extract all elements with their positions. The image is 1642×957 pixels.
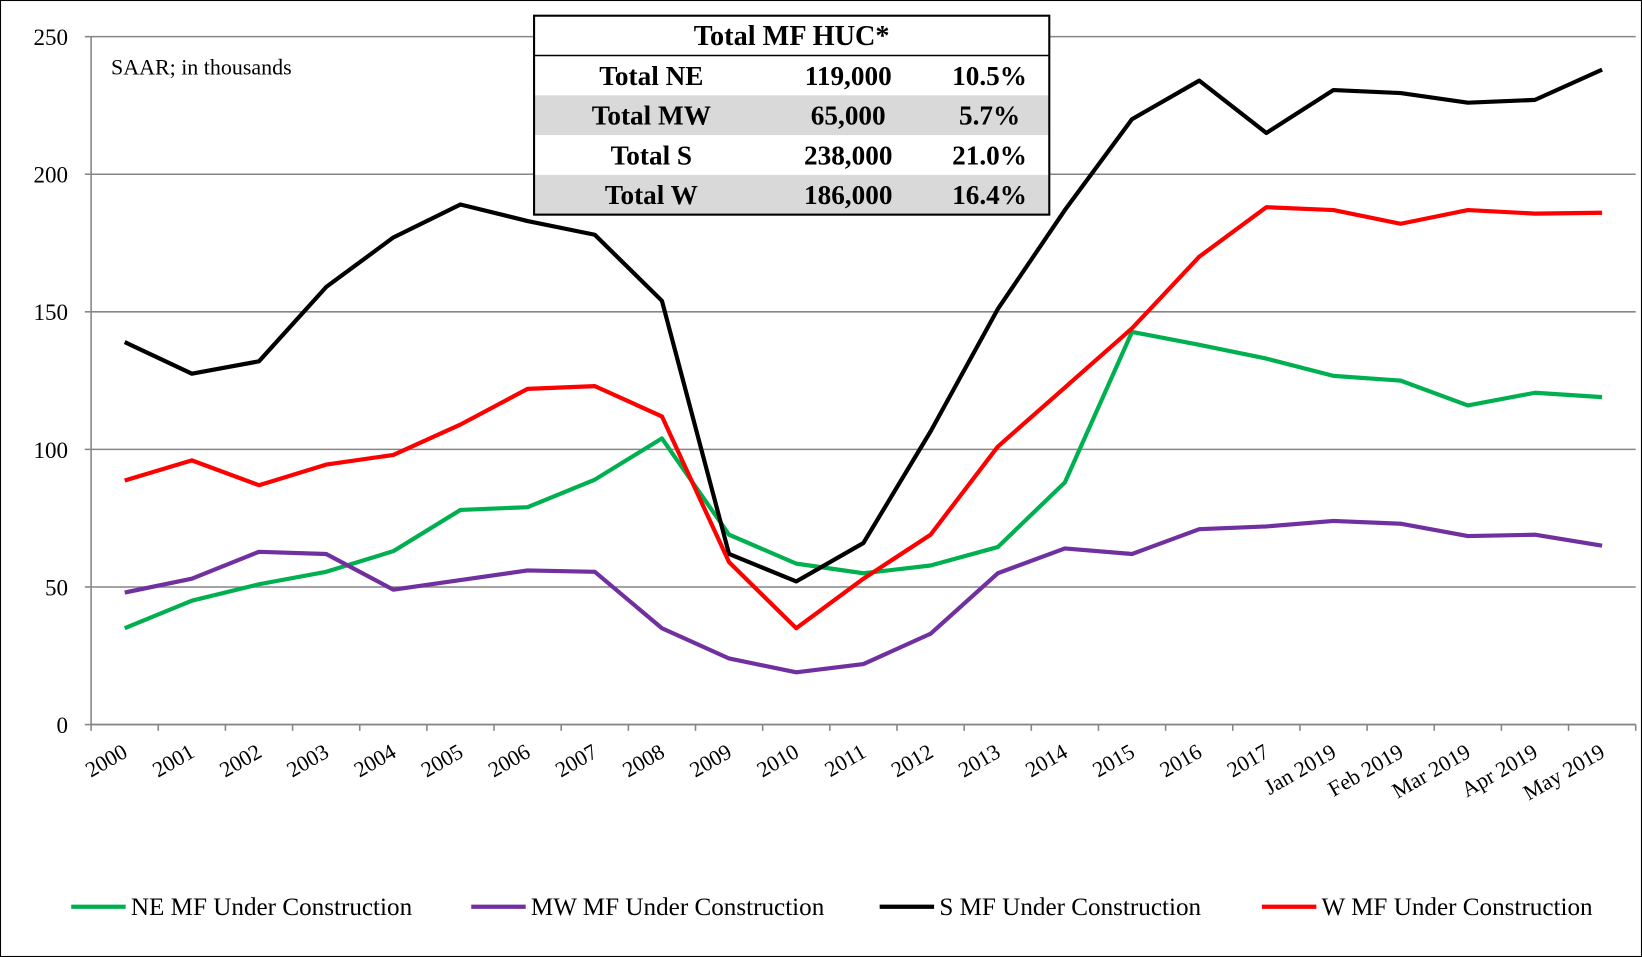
line-series <box>123 67 1603 584</box>
line-series <box>123 329 1603 631</box>
table-cell: 5.7% <box>959 101 1020 131</box>
table-cell: 16.4% <box>952 180 1027 210</box>
y-tick-label: 50 <box>45 574 68 600</box>
summary-table: Total MF HUC* Total NE 119,000 10.5% Total M… <box>533 14 1051 216</box>
table-border <box>533 14 1051 216</box>
line-series <box>124 518 1603 675</box>
table-cell: 238,000 <box>804 140 892 170</box>
y-tick-label: 150 <box>34 299 69 325</box>
y-tick-label: 250 <box>34 24 69 50</box>
table-cell: Total S <box>611 140 692 170</box>
table-cell: 21.0% <box>952 140 1027 170</box>
table-row-bg <box>534 174 1050 215</box>
y-tick-label: 100 <box>34 437 69 463</box>
legend-label: W MF Under Construction <box>1322 894 1593 921</box>
y-tick-label: 0 <box>57 712 69 738</box>
legend-label: MW MF Under Construction <box>531 894 825 921</box>
legend-label: NE MF Under Construction <box>131 894 413 921</box>
table-cell: 10.5% <box>952 61 1027 91</box>
annotation: SAAR; in thousands <box>111 54 292 79</box>
table-row-bg <box>534 95 1050 136</box>
table-cell: 186,000 <box>804 180 892 210</box>
table-cell: 65,000 <box>811 101 886 131</box>
table-title: Total MF HUC* <box>694 21 890 52</box>
table-cell: Total NE <box>599 61 703 91</box>
table-cell: Total MW <box>592 101 711 131</box>
table-cell: 119,000 <box>805 61 892 91</box>
line-series <box>124 205 1603 631</box>
legend-label: S MF Under Construction <box>939 894 1201 921</box>
table-cell: Total W <box>605 180 698 210</box>
y-tick-label: 200 <box>34 162 69 188</box>
